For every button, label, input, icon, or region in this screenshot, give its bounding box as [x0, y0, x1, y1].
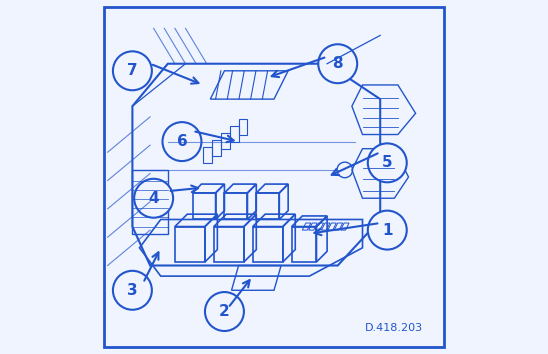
Text: D.418.203: D.418.203 [364, 323, 423, 333]
Circle shape [113, 271, 152, 310]
Text: 3: 3 [127, 283, 138, 298]
Circle shape [368, 211, 407, 250]
Text: 6: 6 [176, 134, 187, 149]
Circle shape [134, 179, 173, 218]
Circle shape [163, 122, 202, 161]
Circle shape [113, 51, 152, 90]
Text: 4: 4 [149, 191, 159, 206]
Text: 8: 8 [333, 56, 343, 71]
FancyBboxPatch shape [104, 7, 444, 347]
Text: 2: 2 [219, 304, 230, 319]
Circle shape [368, 143, 407, 182]
Text: 5: 5 [382, 155, 392, 170]
Text: 7: 7 [127, 63, 138, 78]
Text: 1: 1 [382, 223, 392, 238]
Circle shape [205, 292, 244, 331]
Circle shape [318, 44, 357, 83]
